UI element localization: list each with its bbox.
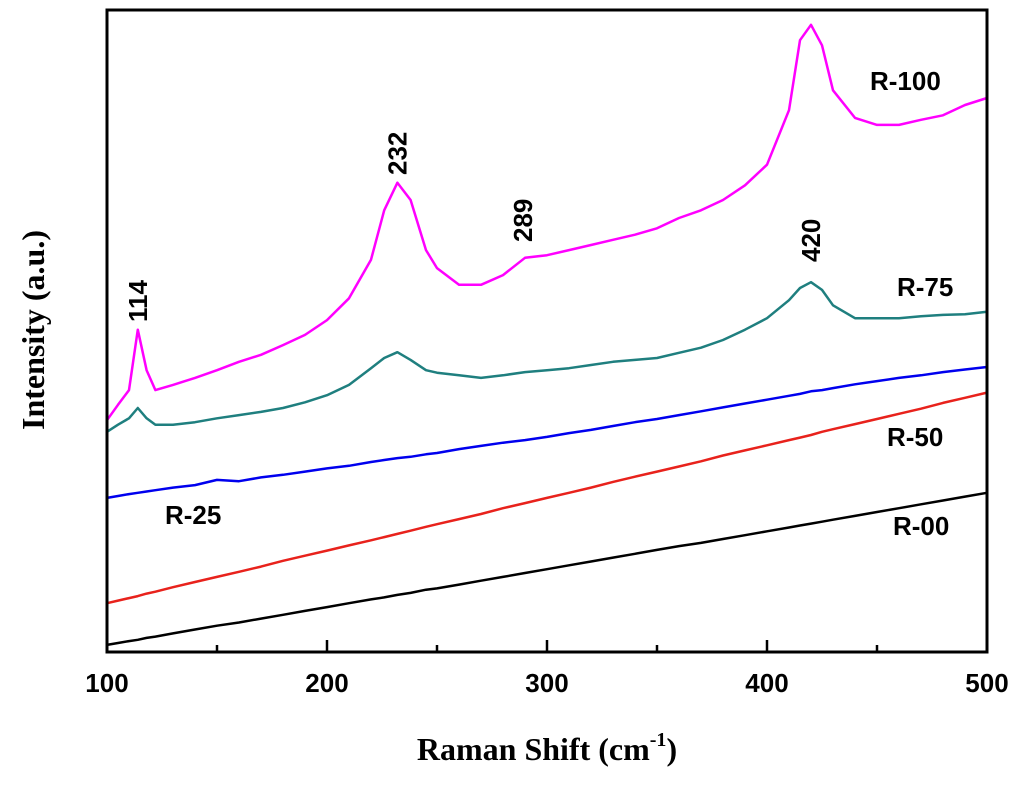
- peak-label: 289: [508, 199, 538, 242]
- peak-label: 114: [123, 280, 153, 322]
- series-label: R-50: [887, 422, 943, 452]
- series-label: R-100: [870, 66, 941, 96]
- x-axis-title-tail: ): [666, 731, 677, 767]
- peak-label: 420: [796, 219, 826, 262]
- x-tick-label: 100: [85, 668, 128, 698]
- series-line: [106, 491, 988, 647]
- x-tick-label: 500: [965, 668, 1008, 698]
- x-tick-label: 200: [305, 668, 348, 698]
- series-label: R-25: [165, 500, 221, 530]
- x-axis-title-main: Raman Shift (cm: [417, 731, 650, 767]
- x-axis-title: Raman Shift (cm-1): [417, 729, 677, 767]
- x-tick-label: 400: [745, 668, 788, 698]
- plot-frame: [105, 8, 989, 654]
- x-axis-title-sup: -1: [650, 729, 667, 751]
- series-line: [106, 391, 988, 605]
- series-line: [106, 280, 988, 433]
- series-line: [105, 23, 988, 421]
- peak-label: 232: [382, 132, 412, 175]
- series-label: R-75: [897, 272, 953, 302]
- x-tick-label: 300: [525, 668, 568, 698]
- series-label: R-00: [893, 511, 949, 541]
- y-axis-title: Intensity (a.u.): [15, 230, 51, 430]
- series-line: [106, 365, 988, 500]
